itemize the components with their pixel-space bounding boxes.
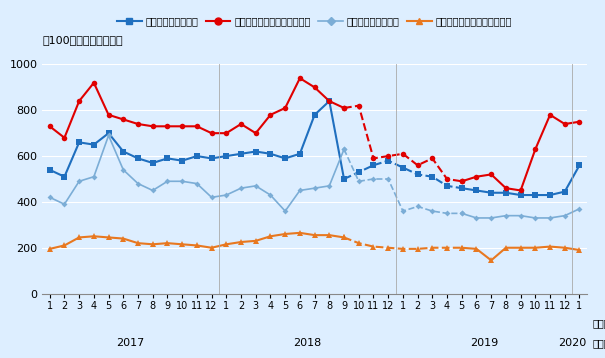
Text: 2020: 2020 [558,338,586,348]
Text: （100万カナダ・ドル）: （100万カナダ・ドル） [42,35,123,45]
Text: （月）: （月） [592,319,605,329]
Text: 2019: 2019 [469,338,498,348]
Legend: 対米輸出・鉄鋼製品, 対米輸出・アルミニウム製品, 対米輸入・鉄鋼製品, 対米輸入・アルミニウム製品: 対米輸出・鉄鋼製品, 対米輸出・アルミニウム製品, 対米輸入・鉄鋼製品, 対米輸… [113,12,516,30]
Text: 2017: 2017 [117,338,145,348]
Text: （年）: （年） [592,338,605,348]
Text: 2018: 2018 [293,338,321,348]
